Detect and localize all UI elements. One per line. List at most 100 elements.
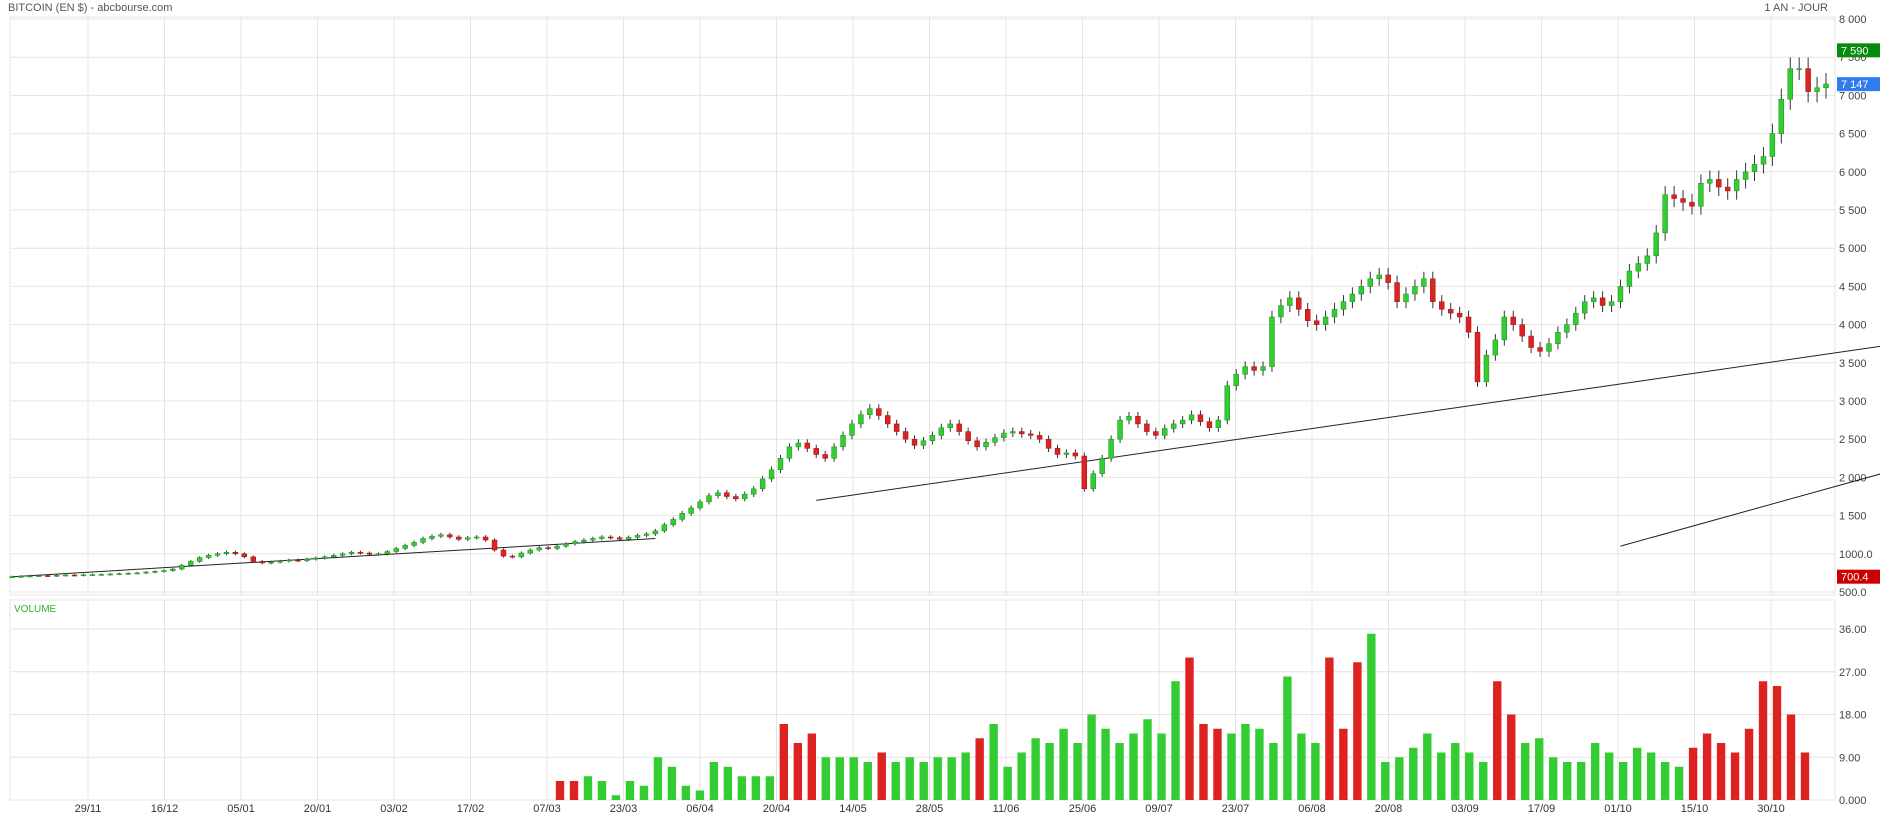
x-tick-label: 16/12 [151,803,179,815]
x-tick-label: 15/10 [1681,803,1709,815]
candle [268,561,274,564]
candle [429,535,435,539]
volume-bar [1800,752,1810,800]
candle [456,536,462,540]
x-tick-label: 29/11 [75,803,102,815]
candle [1617,286,1624,302]
candle [53,575,60,577]
candle [375,553,382,556]
price-badge [1837,77,1880,92]
volume-bar [877,752,886,800]
candle [214,553,221,556]
candle [733,496,739,500]
volume-bar [653,757,663,800]
candle [724,492,730,497]
candle [634,535,641,538]
candle [929,435,936,441]
candle [849,423,855,436]
volume-bar [765,776,775,800]
candle [1769,133,1776,157]
candle [179,565,185,570]
candle [1081,455,1088,490]
candle [1331,309,1338,318]
volume-bar [1730,752,1740,800]
candle [1313,320,1320,325]
candle [1635,263,1642,272]
candle [1751,163,1758,173]
price-tick-label: 1000.0 [1839,549,1873,561]
price-tick-label: 7 500 [1839,52,1867,64]
candle [822,454,828,459]
candle [1349,293,1356,302]
x-tick-label: 14/05 [839,803,867,815]
volume-bar [1451,743,1460,800]
volume-bar [1087,714,1096,800]
price-tick-label: 5 000 [1839,243,1867,255]
volume-bar [1269,743,1278,800]
period-label[interactable]: 1 AN - JOUR [1764,2,1828,14]
candle [125,573,131,575]
volume-bar [1199,724,1208,800]
candle [1036,435,1043,440]
volume-bar [1716,743,1726,800]
candle [1689,202,1695,207]
volume-bar [583,776,593,800]
candle [831,446,837,459]
candle [143,571,149,574]
candle [1045,438,1052,449]
candle [688,507,694,514]
x-tick-label: 01/10 [1604,803,1632,815]
candle [947,423,953,428]
candle [62,574,69,577]
volume-bar [1073,743,1082,800]
volume-bar [1562,762,1572,800]
x-tick-label: 23/03 [610,803,638,815]
candle [1537,347,1543,352]
candle [1206,421,1213,428]
price-tick-label: 3 500 [1839,358,1867,370]
x-tick-label: 20/04 [763,803,791,815]
candle [813,448,819,455]
x-tick-label: 11/06 [993,803,1020,815]
price-tick-label: 6 000 [1839,167,1867,179]
volume-bar [681,785,691,800]
candle [742,493,748,500]
candle [893,423,900,432]
x-tick-label: 03/02 [380,803,408,815]
candle [330,555,337,558]
volume-bar [1646,752,1656,800]
candle [241,553,248,558]
candle [1796,68,1802,70]
candle [286,559,292,562]
volume-bar [1255,728,1264,800]
volume-bar [723,766,733,800]
volume-bar [1017,752,1026,800]
price-badge [1837,569,1880,584]
candle [196,557,203,562]
candle [322,556,328,559]
candle [902,431,909,440]
volume-bar [1688,747,1698,800]
candle [232,552,239,555]
candle [1072,452,1079,457]
price-tick-label: 500.0 [1839,587,1867,599]
x-tick-label: 09/07 [1145,803,1173,815]
candle [1707,179,1713,184]
candle [71,574,78,577]
volume-bar [611,795,621,800]
candle [1733,179,1740,192]
candle [1814,87,1820,92]
candle [572,541,578,545]
candle [920,440,927,446]
candle [1626,270,1633,287]
trendline [816,345,1880,501]
candle [1322,316,1329,325]
candle [1215,419,1222,428]
candle [1582,301,1588,314]
candle [304,558,310,561]
volume-bar [555,781,565,800]
candle [1456,312,1463,318]
candle [1698,183,1704,207]
candle [1805,68,1811,92]
